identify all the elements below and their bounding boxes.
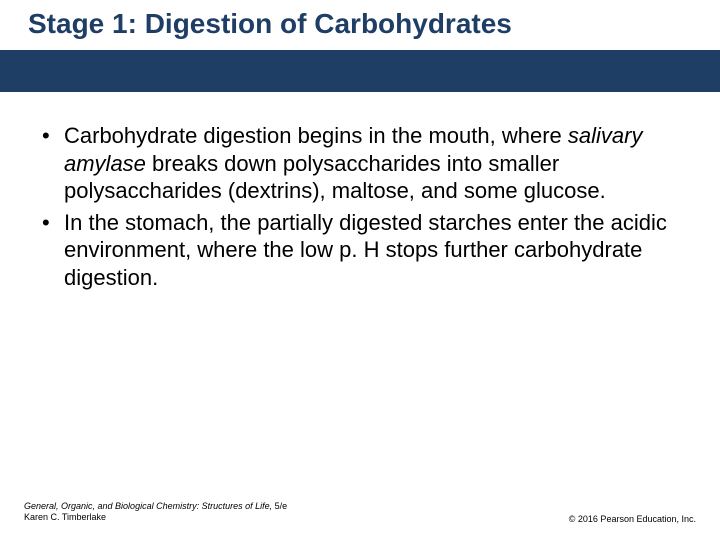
book-author: Karen C. Timberlake: [24, 512, 106, 522]
content-area: Carbohydrate digestion begins in the mou…: [0, 92, 720, 291]
bullet-text-pre: In the stomach, the partially digested s…: [64, 210, 667, 290]
title-stripe: [0, 50, 720, 92]
bullet-text-post: breaks down polysaccharides into smaller…: [64, 151, 606, 204]
footer-left: General, Organic, and Biological Chemist…: [24, 501, 287, 524]
bullet-list: Carbohydrate digestion begins in the mou…: [38, 122, 682, 291]
footer: General, Organic, and Biological Chemist…: [0, 501, 720, 524]
bullet-item: In the stomach, the partially digested s…: [38, 209, 682, 292]
footer-copyright: © 2016 Pearson Education, Inc.: [569, 514, 696, 524]
slide-title: Stage 1: Digestion of Carbohydrates: [0, 0, 720, 50]
bullet-item: Carbohydrate digestion begins in the mou…: [38, 122, 682, 205]
book-edition: 5/e: [275, 501, 288, 511]
book-title: General, Organic, and Biological Chemist…: [24, 501, 275, 511]
bullet-text-pre: Carbohydrate digestion begins in the mou…: [64, 123, 568, 148]
